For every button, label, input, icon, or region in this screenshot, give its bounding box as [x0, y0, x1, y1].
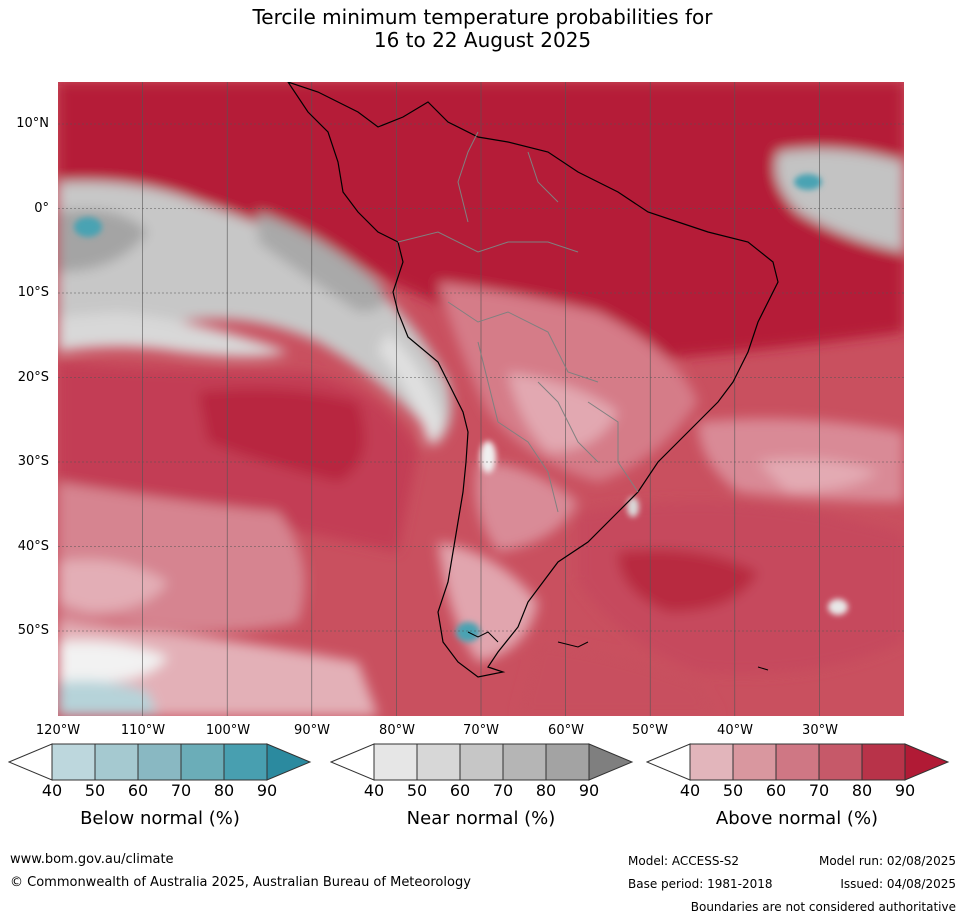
lat-label-40s: 40°S: [17, 539, 49, 554]
below-tick: 50: [84, 781, 106, 800]
above-tick: 40: [679, 781, 701, 800]
near-tick: 80: [535, 781, 557, 800]
coastline: [287, 82, 779, 678]
lon-label-50w: 50°W: [632, 723, 668, 738]
lat-label-0: 0°: [34, 201, 49, 216]
model-name: Model: ACCESS-S2: [628, 854, 740, 868]
map-svg: [58, 82, 904, 716]
islands: [467, 631, 769, 671]
graticule: [58, 82, 904, 716]
above-tick: 80: [851, 781, 873, 800]
lat-label-20s: 20°S: [17, 370, 49, 385]
below-normal-colorbar: [8, 743, 312, 781]
lat-label-10n: 10°N: [16, 116, 49, 131]
above-tick: 50: [722, 781, 744, 800]
lon-label-70w: 70°W: [463, 723, 499, 738]
lon-label-30w: 30°W: [802, 723, 838, 738]
map-title: Tercile minimum temperature probabilitie…: [252, 5, 713, 29]
lon-label-40w: 40°W: [717, 723, 753, 738]
below-tick: 60: [127, 781, 149, 800]
website-link[interactable]: www.bom.gov.au/climate: [10, 852, 174, 867]
lon-label-110w: 110°W: [120, 723, 166, 738]
copyright: © Commonwealth of Australia 2025, Austra…: [10, 875, 471, 890]
near-normal-colorbar: [330, 743, 634, 781]
country-borders: [397, 131, 639, 513]
model-run: Model run: 02/08/2025: [818, 854, 956, 868]
lon-label-80w: 80°W: [379, 723, 415, 738]
lon-label-120w: 120°W: [35, 723, 81, 738]
lon-label-90w: 90°W: [294, 723, 330, 738]
lon-label-60w: 60°W: [548, 723, 584, 738]
above-tick: 70: [808, 781, 830, 800]
issued-date: Issued: 04/08/2025: [840, 877, 956, 891]
lat-label-10s: 10°S: [17, 285, 49, 300]
near-tick: 60: [449, 781, 471, 800]
above-tick: 60: [765, 781, 787, 800]
near-tick: 90: [578, 781, 600, 800]
lat-label-30s: 30°S: [17, 454, 49, 469]
disclaimer: Boundaries are not considered authoritat…: [690, 900, 956, 914]
below-tick: 90: [256, 781, 278, 800]
near-tick: 40: [363, 781, 385, 800]
below-tick: 40: [41, 781, 63, 800]
above-normal-colorbar: [646, 743, 950, 781]
above-tick: 90: [894, 781, 916, 800]
below-normal-title: Below normal (%): [80, 808, 240, 829]
near-tick: 70: [492, 781, 514, 800]
below-tick: 80: [213, 781, 235, 800]
lat-label-50s: 50°S: [17, 623, 49, 638]
map-date-range: 16 to 22 August 2025: [373, 28, 592, 52]
near-tick: 50: [406, 781, 428, 800]
below-tick: 70: [170, 781, 192, 800]
probability-map: [58, 82, 904, 716]
lon-label-100w: 100°W: [205, 723, 251, 738]
near-normal-title: Near normal (%): [406, 808, 556, 829]
base-period: Base period: 1981-2018: [628, 877, 773, 891]
above-normal-title: Above normal (%): [715, 808, 879, 829]
